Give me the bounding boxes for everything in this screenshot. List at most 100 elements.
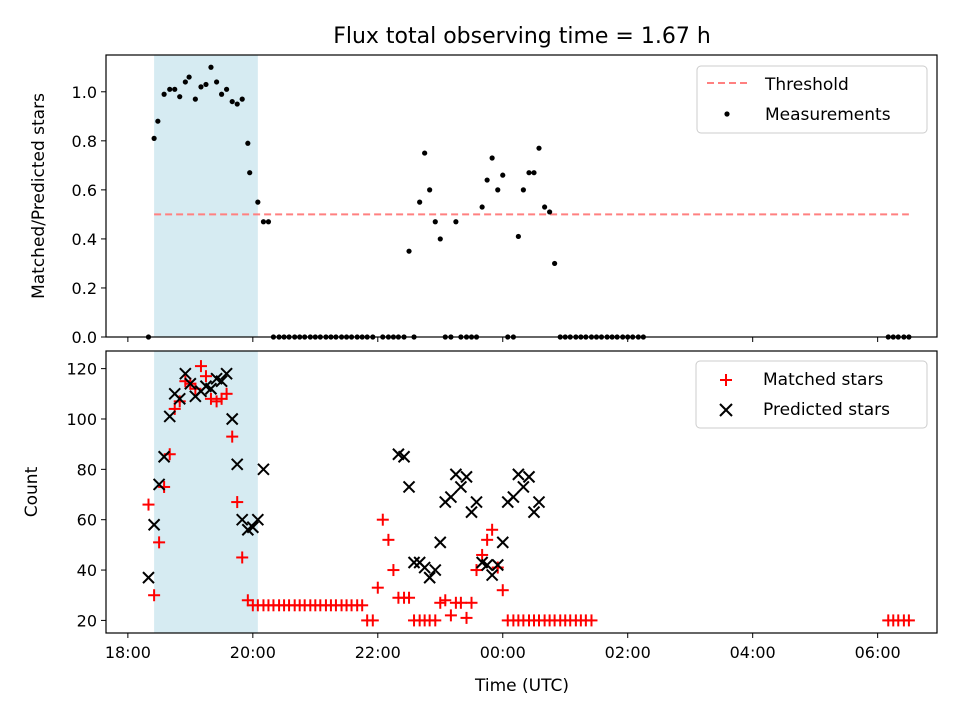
predicted-star-point — [434, 536, 447, 549]
x-stroke-b — [496, 536, 509, 549]
matched-star-point — [148, 589, 161, 602]
predicted-star-point — [460, 470, 473, 484]
bottom-x-ticks: 18:00 20:00 22:00 00:00 02:00 04:00 06:00 — [105, 633, 901, 662]
matched-star-point — [403, 591, 416, 604]
predicted-star-point — [444, 490, 458, 504]
y-tick-label: 120 — [66, 360, 97, 379]
x-tick-label: 06:00 — [855, 643, 901, 662]
measurement-point — [161, 91, 167, 97]
matched-star-point — [153, 536, 166, 549]
x-stroke-b — [454, 480, 468, 494]
matched-star-point — [231, 496, 244, 509]
predicted-star-point — [527, 505, 541, 519]
bottom-legend-box — [695, 360, 928, 429]
x-stroke-b — [179, 367, 192, 380]
matched-star-point — [371, 581, 384, 594]
matched-star-point — [382, 533, 395, 546]
legend-matched-swatch — [720, 374, 732, 386]
x-tick-label: 22:00 — [355, 643, 401, 662]
x-stroke-b — [142, 571, 155, 584]
y-tick-label: 20 — [77, 611, 97, 630]
x-stroke-b — [434, 536, 447, 549]
matched-star-point — [142, 498, 155, 511]
predicted-star-point — [418, 561, 431, 574]
x-stroke-b — [392, 448, 405, 461]
measurement-point — [213, 79, 220, 85]
top-shaded-region — [154, 55, 258, 337]
predicted-star-point — [220, 367, 233, 380]
predicted-star-point — [147, 518, 161, 531]
measurement-point — [495, 187, 501, 193]
x-stroke-b — [147, 518, 161, 531]
x-stroke-b — [157, 450, 171, 463]
matched-star-point — [387, 564, 400, 577]
legend-matched-label: Matched stars — [763, 370, 883, 390]
x-stroke-b — [532, 495, 546, 509]
measurement-point — [172, 86, 178, 92]
matched-star-point — [454, 596, 467, 609]
top-plot-frame — [105, 54, 938, 338]
matched-star-point — [585, 614, 598, 627]
measurement-point — [422, 150, 428, 156]
predicted-star-point — [491, 558, 504, 572]
matched-star-point — [194, 360, 207, 373]
predicted-star-point — [496, 536, 509, 549]
matched-star-point — [226, 430, 239, 443]
top-y-axis-label: Matched/Predicted stars — [29, 93, 49, 299]
measurement-point — [218, 91, 225, 97]
matched-star-point — [168, 402, 181, 415]
matched-star-points — [142, 360, 915, 627]
x-stroke-b — [429, 563, 442, 577]
measurement-point — [192, 96, 198, 102]
predicted-star-point — [157, 450, 171, 463]
predicted-star-point — [454, 480, 468, 494]
predicted-star-point — [179, 367, 192, 380]
x-stroke-b — [449, 468, 463, 481]
legend-predicted-label: Predicted stars — [763, 400, 890, 420]
x-stroke-b — [152, 478, 166, 491]
bottom-panel: 20 40 60 80 100 120 18:00 20:00 22:00 00:00 02:00… — [22, 350, 938, 696]
x-tick-label: 18:00 — [105, 643, 151, 662]
x-tick-label: 20:00 — [230, 643, 276, 662]
x-tick-label: 04:00 — [730, 643, 776, 662]
matched-star-point — [173, 395, 186, 408]
predicted-star-point — [142, 571, 155, 584]
x-stroke-b — [402, 480, 416, 494]
measurement-point — [427, 187, 433, 193]
x-stroke-b — [517, 480, 530, 494]
x-stroke-b — [397, 450, 411, 463]
measurement-point — [536, 145, 542, 151]
measurement-point — [247, 170, 253, 176]
predicted-star-point — [485, 568, 499, 582]
matched-star-point — [356, 599, 369, 612]
measurement-point — [552, 260, 558, 267]
measurement-point — [479, 204, 485, 210]
x-stroke-b — [220, 367, 233, 380]
x-stroke-b — [236, 513, 249, 526]
measurement-point — [223, 86, 230, 92]
matched-star-point — [429, 614, 442, 627]
x-stroke-b — [163, 410, 176, 423]
y-tick-label: 80 — [77, 460, 97, 479]
legend-threshold-label: Threshold — [764, 75, 849, 95]
measurement-point — [239, 96, 245, 102]
top-x-ticks — [127, 337, 879, 342]
predicted-star-point — [152, 478, 166, 491]
measurement-point — [177, 94, 183, 100]
x-stroke-b — [418, 561, 431, 574]
y-tick-label: 0.4 — [72, 230, 97, 249]
measurement-point — [547, 209, 553, 215]
y-tick-label: 100 — [66, 410, 97, 429]
y-tick-label: 0.2 — [72, 279, 97, 298]
matched-star-point — [486, 523, 499, 536]
matched-star-point — [460, 611, 473, 624]
measurement-point — [542, 204, 548, 210]
measurement-point — [437, 236, 443, 242]
predicted-star-point — [173, 392, 186, 406]
measurement-point — [515, 233, 521, 240]
measurement-point — [500, 172, 506, 178]
measurement-point — [489, 155, 495, 161]
measurement-point — [265, 219, 272, 225]
top-y-ticks: 0.0 0.2 0.4 0.6 0.8 1.0 — [72, 83, 106, 347]
